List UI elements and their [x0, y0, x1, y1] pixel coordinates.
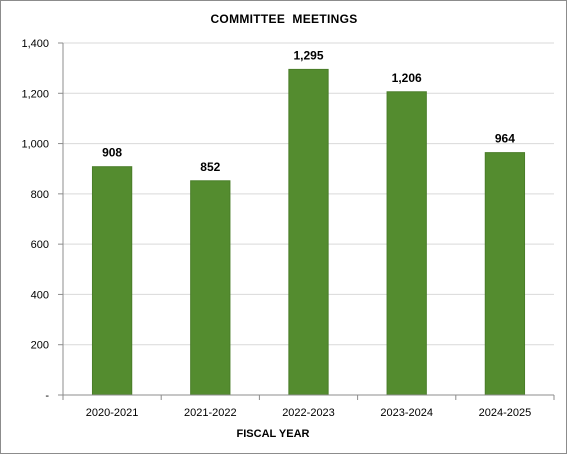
- x-tick-label: 2021-2022: [184, 407, 237, 419]
- data-label: 964: [495, 132, 515, 146]
- bar-2023-2024: [386, 91, 427, 396]
- y-tick-label: 1,000: [21, 139, 49, 151]
- y-tick-label: 1,400: [21, 38, 49, 50]
- data-label: 1,295: [293, 48, 323, 62]
- y-tick-label: 800: [31, 189, 49, 201]
- y-tick-label: 200: [31, 340, 49, 352]
- bar-2020-2021: [91, 166, 133, 396]
- bars: [91, 68, 526, 396]
- x-axis-ticks: 2020-2021 2021-2022 2022-2023 2023-2024 2024…: [62, 395, 555, 419]
- data-label: 1,206: [392, 71, 422, 85]
- bar-2024-2025: [484, 152, 526, 396]
- bar-2021-2022: [190, 180, 231, 396]
- y-tick-label: 1,200: [21, 88, 49, 100]
- data-labels: 908 852 1,295 1,206 964: [102, 48, 515, 173]
- data-label: 908: [102, 146, 122, 160]
- y-axis-ticks: - 200 400 600 800 1,000 1,200 1,400: [21, 38, 63, 402]
- y-tick-label: 400: [31, 289, 49, 301]
- x-axis-title: FISCAL YEAR: [237, 428, 310, 440]
- x-tick-label: 2023-2024: [380, 407, 433, 419]
- x-tick-label: 2020-2021: [86, 407, 139, 419]
- y-tick-label: -: [45, 390, 49, 402]
- x-tick-label: 2024-2025: [479, 407, 532, 419]
- bar-2022-2023: [288, 68, 329, 396]
- data-label: 852: [200, 160, 220, 174]
- y-tick-label: 600: [31, 239, 49, 251]
- x-tick-label: 2022-2023: [282, 407, 335, 419]
- chart-title: COMMITTEE MEETINGS: [210, 12, 357, 26]
